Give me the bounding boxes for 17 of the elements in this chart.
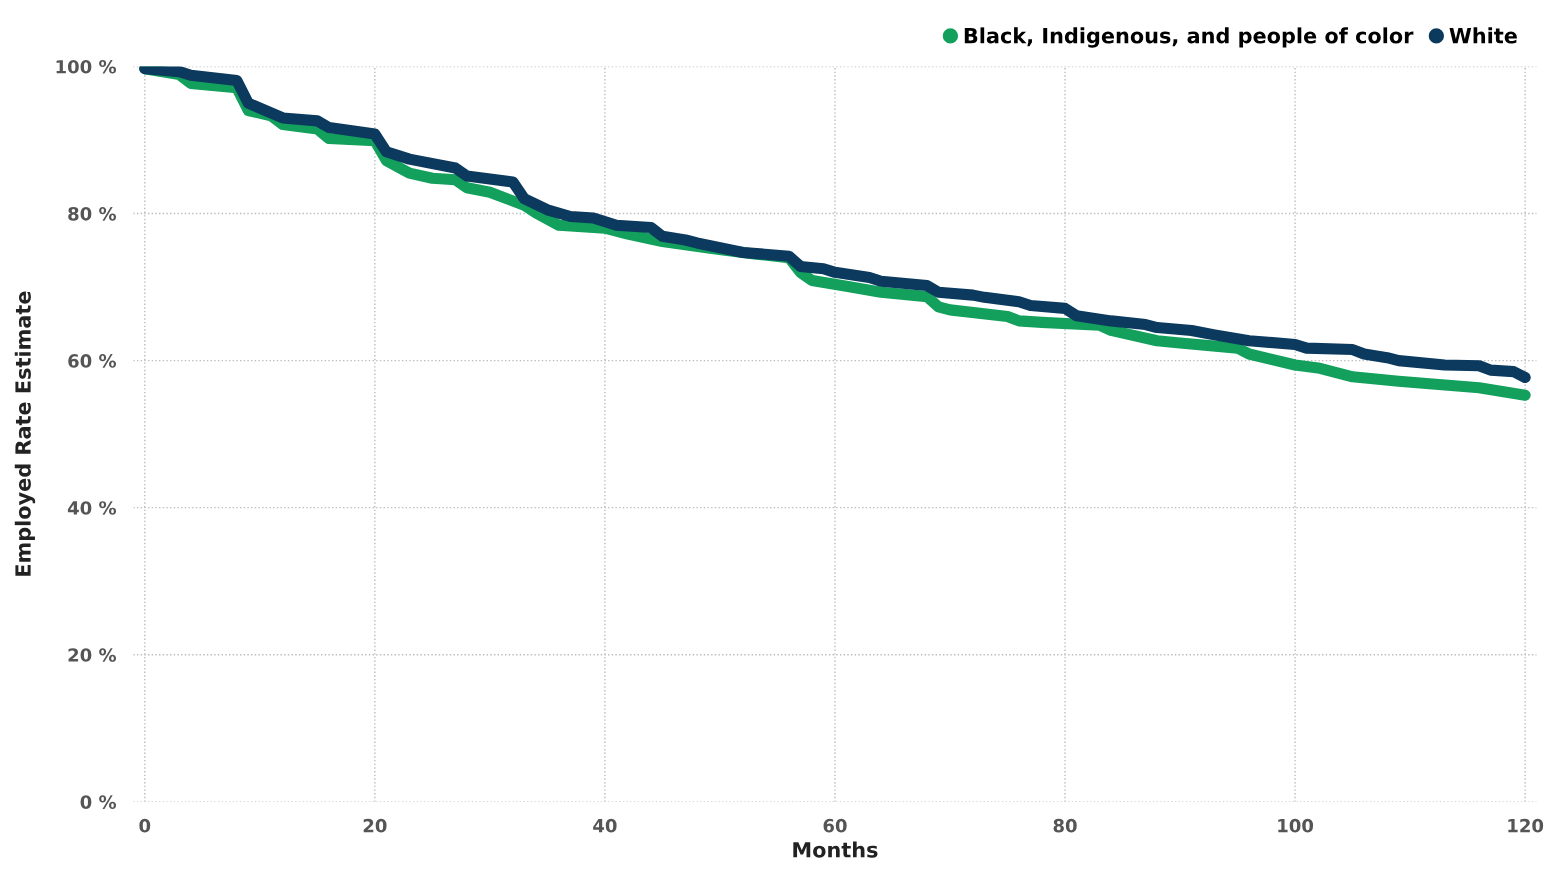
x-tick-label: 20 <box>363 818 387 833</box>
x-tick-label: 120 <box>1508 818 1544 833</box>
y-tick-label: 100 % <box>56 59 117 74</box>
legend-label: White <box>1449 27 1517 44</box>
x-axis-title: Months <box>793 841 878 858</box>
x-tick-label: 40 <box>593 818 617 833</box>
y-tick-label: 60 % <box>68 354 117 368</box>
x-tick-label: 80 <box>1053 818 1077 833</box>
y-axis-title: Employed Rate Estimate <box>14 291 36 576</box>
x-tick-label: 100 <box>1278 818 1314 833</box>
y-tick-label: 0 % <box>80 795 117 809</box>
x-tick-label: 60 <box>823 818 847 833</box>
legend-label: Black, Indigenous, and people of color <box>964 27 1414 48</box>
y-tick-label: 40 % <box>67 501 117 515</box>
y-tick-label: 20 % <box>68 648 117 662</box>
y-tick-label: 80 % <box>68 206 117 221</box>
x-tick-label: 0 <box>139 818 151 833</box>
